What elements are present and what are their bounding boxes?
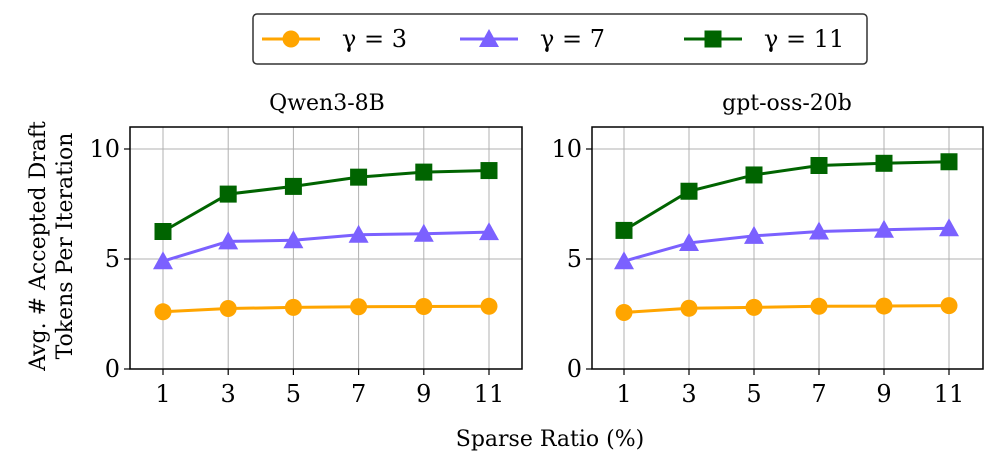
series-line (162, 304, 490, 314)
series-triangle (614, 218, 959, 270)
data-point (154, 223, 172, 240)
x-tick-label: 7 (351, 380, 366, 408)
data-point (480, 162, 498, 180)
data-point (679, 232, 699, 251)
subplot-qwen3-8b: Qwen3-8B 1 3 5 7 9 11 0 5 10 (89, 91, 523, 408)
legend-label: γ = 7 (540, 25, 605, 53)
series-square (154, 162, 498, 240)
legend: γ = 3 γ = 7 γ = 11 (252, 13, 868, 65)
data-point (940, 153, 958, 171)
y-tick-label: 5 (105, 245, 120, 273)
data-point (744, 225, 764, 244)
axes-frame (129, 126, 523, 370)
x-tick-label: 1 (155, 380, 170, 408)
x-tick-label: 11 (474, 380, 505, 408)
data-point (940, 297, 958, 315)
subplot-title: Qwen3-8B (269, 91, 385, 116)
data-point (875, 154, 893, 172)
x-tick-label: 3 (221, 380, 236, 408)
series-line (623, 160, 950, 232)
data-point (350, 168, 368, 186)
data-point (614, 251, 634, 270)
data-point (939, 218, 959, 237)
data-point (810, 157, 828, 174)
data-point (480, 297, 498, 315)
x-tick-label: 7 (811, 380, 826, 408)
series-line (623, 226, 950, 263)
x-tick-label: 9 (876, 380, 891, 408)
data-point (680, 299, 698, 317)
data-point (218, 231, 239, 250)
y-tick-label: 0 (105, 355, 120, 383)
y-axis-label-line2: Tokens Per Iteration (53, 133, 78, 360)
x-tick-label: 1 (616, 380, 631, 408)
data-point (809, 221, 829, 240)
legend-entry: γ = 11 (684, 25, 844, 53)
data-point (615, 221, 633, 239)
series-line (623, 304, 950, 314)
data-point (479, 222, 499, 241)
x-tick-label: 3 (681, 380, 696, 408)
data-point (219, 185, 237, 203)
x-tick-label: 9 (416, 380, 431, 408)
legend-marker-circle (282, 30, 300, 48)
y-tick-label: 10 (89, 135, 120, 163)
series-square (615, 153, 958, 239)
data-point (810, 297, 828, 315)
data-point (219, 300, 237, 317)
legend-entry: γ = 3 (262, 25, 407, 53)
data-point (284, 298, 302, 316)
x-tick-label: 5 (746, 380, 761, 408)
x-tick-label: 5 (286, 380, 301, 408)
subplot-title: gpt-oss-20b (722, 91, 852, 116)
x-axis-label: Sparse Ratio (%) (456, 427, 644, 452)
legend-marker-triangle (479, 29, 499, 47)
data-point (745, 298, 763, 316)
legend-label: γ = 11 (764, 25, 844, 53)
legend-entry: γ = 7 (460, 25, 605, 53)
series-line (162, 169, 490, 233)
series-circle (154, 297, 498, 321)
series-line (162, 230, 490, 263)
data-point (284, 177, 302, 195)
y-tick-label: 10 (551, 135, 582, 163)
series-circle (615, 297, 958, 321)
data-point (415, 298, 433, 316)
x-tick-label: 11 (934, 380, 965, 408)
subplot-gpt-oss-20b: gpt-oss-20b 1 3 5 7 9 11 0 5 10 (551, 91, 984, 408)
y-axis-label-line1: Avg. # Accepted Draft (26, 121, 51, 372)
data-point (615, 303, 633, 321)
data-point (153, 251, 173, 270)
series-triangle (153, 222, 499, 270)
data-point (283, 230, 304, 249)
data-point (348, 224, 369, 243)
data-point (875, 297, 893, 315)
legend-frame (252, 13, 868, 65)
legend-marker-square (704, 30, 722, 48)
data-point (745, 166, 763, 184)
axes-frame (591, 126, 984, 370)
data-point (413, 223, 434, 242)
legend-label: γ = 3 (342, 25, 407, 53)
data-point (874, 219, 894, 238)
data-point (350, 298, 368, 316)
y-tick-label: 5 (567, 245, 582, 273)
data-point (154, 303, 172, 321)
y-tick-label: 0 (567, 355, 582, 383)
data-point (415, 163, 433, 181)
data-point (680, 182, 698, 200)
